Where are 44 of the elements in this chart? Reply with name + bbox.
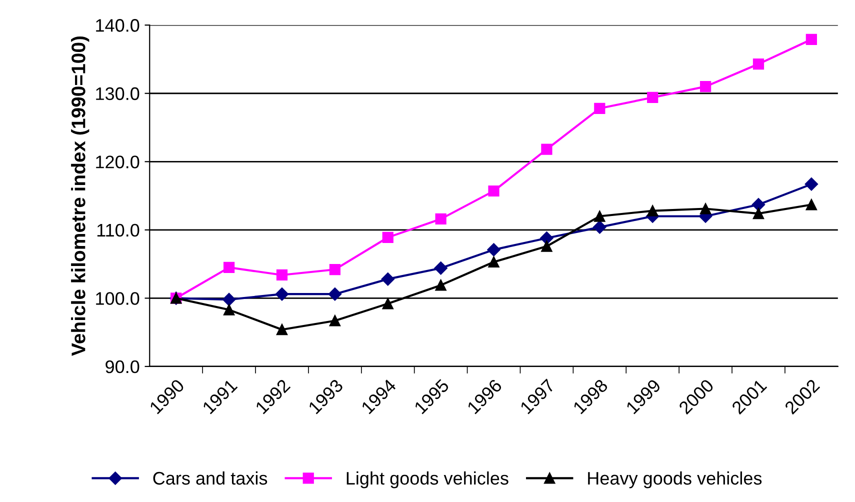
- y-tick-label: 100.0: [96, 292, 140, 305]
- point: [488, 256, 500, 268]
- point: [275, 288, 289, 301]
- point: [223, 304, 235, 316]
- point: [541, 240, 552, 252]
- point: [700, 203, 712, 214]
- point: [329, 315, 340, 326]
- point: [381, 272, 394, 286]
- y-axis-title: Vehicle kilometre index (1990=100): [71, 36, 90, 356]
- point: [804, 178, 818, 191]
- point: [752, 198, 766, 212]
- y-tick-label: 140.0: [96, 19, 140, 32]
- y-tick-label: 120.0: [96, 156, 140, 168]
- point: [594, 210, 606, 222]
- point: [806, 199, 817, 210]
- point: [700, 80, 712, 92]
- point: [487, 243, 500, 256]
- y-tick-label: 110.0: [97, 224, 140, 237]
- point: [806, 34, 817, 45]
- legend-label: Light goods vehicles: [346, 471, 508, 488]
- point: [329, 264, 340, 276]
- point: [434, 262, 448, 275]
- y-tick-label: 90.0: [106, 360, 140, 374]
- point: [435, 213, 446, 225]
- point: [435, 280, 446, 291]
- point: [223, 262, 235, 274]
- point: [382, 232, 394, 243]
- point: [541, 144, 552, 155]
- legend-label: Cars and taxis: [153, 471, 268, 485]
- point: [594, 102, 606, 114]
- point: [276, 324, 288, 336]
- legend-label: Heavy goods vehicles: [588, 471, 762, 488]
- point: [752, 208, 764, 220]
- point: [752, 58, 764, 70]
- point: [593, 220, 606, 234]
- point: [488, 185, 500, 197]
- point: [647, 92, 658, 104]
- point: [540, 232, 554, 245]
- point: [276, 269, 288, 281]
- point: [382, 298, 394, 310]
- y-tick-label: 130.0: [96, 87, 140, 100]
- point: [328, 288, 342, 301]
- point: [647, 205, 658, 216]
- point: [222, 292, 236, 306]
